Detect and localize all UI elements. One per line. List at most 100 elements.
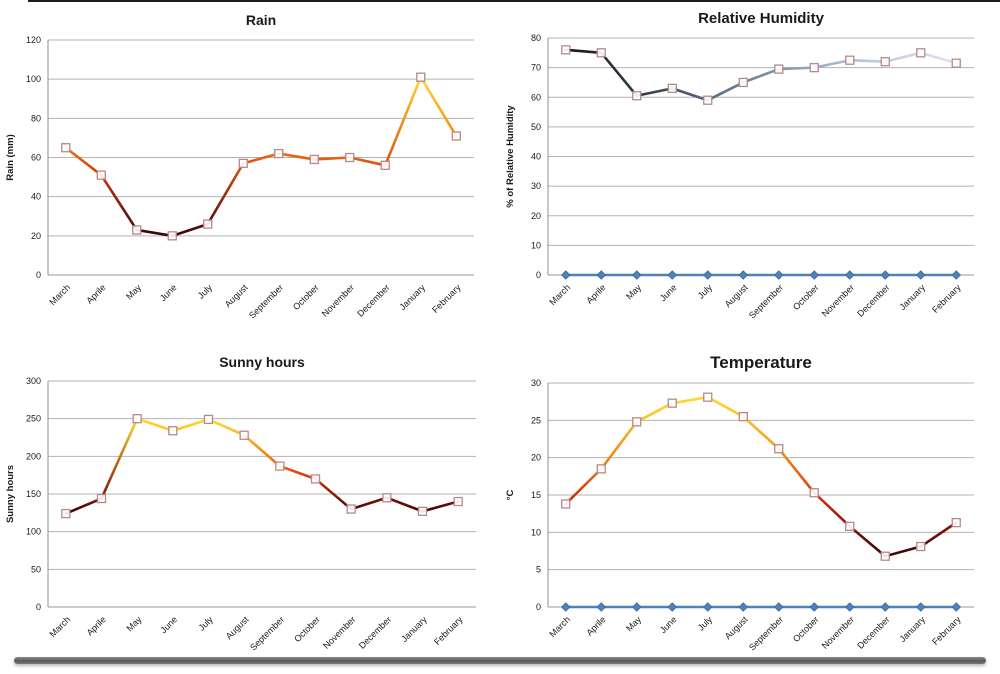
chart-temperature: Temperature 0 5 10 15 20 25 30 °C March Aprile May J… xyxy=(500,340,1000,674)
x-tick-label: October xyxy=(791,614,821,644)
x-tick-label: December xyxy=(855,282,891,318)
y-tick-label: 100 xyxy=(26,527,41,537)
zero-diamond-marker xyxy=(951,602,962,612)
data-point-marker xyxy=(667,83,677,94)
x-tick-label: January xyxy=(399,614,429,644)
sunny-hours-line-chart: Sunny hours 0 50 100 150 200 250 300 Sunny hours… xyxy=(5,354,476,653)
y-tick-label: 10 xyxy=(531,527,541,537)
y-tick-label: 70 xyxy=(531,63,541,73)
zero-diamond-marker xyxy=(738,602,749,612)
x-tick-label: May xyxy=(624,614,643,633)
data-point-marker xyxy=(561,499,571,509)
data-point-marker xyxy=(703,95,713,105)
zero-diamond-marker xyxy=(702,270,713,280)
data-point-marker xyxy=(880,57,890,67)
x-tick-label: September xyxy=(747,282,785,320)
chart-title: Temperature xyxy=(710,353,812,372)
y-tick-label: 10 xyxy=(531,240,541,250)
data-point-marker xyxy=(453,496,463,507)
chart-sunny-hours: Sunny hours 0 50 100 150 200 250 300 Sunny hours… xyxy=(0,340,500,674)
data-point-marker xyxy=(738,77,748,88)
x-tick-label: June xyxy=(158,614,179,635)
data-point-marker xyxy=(703,392,713,402)
data-point-marker xyxy=(916,48,926,58)
data-point-marker xyxy=(61,508,71,519)
chart-title: Rain xyxy=(246,12,276,28)
main-series-markers xyxy=(61,414,463,519)
zero-baseline-series xyxy=(560,602,962,612)
data-point-marker xyxy=(632,417,642,427)
x-tick-label: February xyxy=(930,282,963,315)
main-series-line xyxy=(64,75,458,238)
x-tick-label: March xyxy=(47,614,72,639)
x-tick-label: August xyxy=(723,282,750,309)
data-point-marker xyxy=(845,521,855,532)
y-tick-label: 20 xyxy=(31,231,41,241)
data-point-marker xyxy=(96,170,106,180)
top-border xyxy=(28,0,1000,2)
data-point-marker xyxy=(345,152,355,163)
y-tick-label: 300 xyxy=(26,376,41,386)
zero-diamond-marker xyxy=(631,270,642,280)
x-tick-label: January xyxy=(397,282,427,312)
y-tick-label: 50 xyxy=(531,122,541,132)
chart-relative-humidity: Relative Humidity 0 10 20 30 40 50 60 70 80 % of R… xyxy=(500,0,1000,340)
gridlines: 0 50 100 150 200 250 300 xyxy=(26,376,476,612)
data-point-marker xyxy=(667,398,677,408)
zero-diamond-marker xyxy=(880,270,891,280)
x-tick-label: January xyxy=(897,614,927,644)
y-tick-label: 20 xyxy=(531,211,541,221)
y-tick-label: 40 xyxy=(31,192,41,202)
x-tick-label: October xyxy=(291,282,321,312)
data-point-marker xyxy=(167,231,177,241)
data-point-marker xyxy=(417,506,428,516)
x-tick-label: May xyxy=(624,282,643,301)
zero-diamond-marker xyxy=(773,602,784,612)
zero-diamond-marker xyxy=(596,270,607,280)
x-tick-label: September xyxy=(248,614,286,652)
data-point-marker xyxy=(951,58,961,68)
y-axis-title: Sunny hours xyxy=(5,465,16,523)
x-tick-label: February xyxy=(432,614,465,647)
data-point-marker xyxy=(203,219,213,229)
y-tick-label: 80 xyxy=(531,33,541,43)
y-tick-label: 20 xyxy=(531,453,541,463)
x-tick-label: January xyxy=(897,282,927,312)
x-tick-label: November xyxy=(321,614,357,650)
y-tick-label: 30 xyxy=(531,378,541,388)
data-point-marker xyxy=(238,158,248,169)
x-tick-label: August xyxy=(223,282,250,309)
x-tick-label: February xyxy=(930,614,963,647)
x-tick-label: Aprile xyxy=(84,282,107,305)
main-series-markers xyxy=(561,45,961,105)
x-tick-label: June xyxy=(658,282,679,303)
y-tick-label: 60 xyxy=(531,92,541,102)
y-tick-label: 0 xyxy=(36,270,41,280)
y-axis-title: Rain (mm) xyxy=(5,134,16,180)
x-tick-label: June xyxy=(158,282,179,303)
x-tick-label: November xyxy=(820,614,856,650)
data-point-marker xyxy=(951,517,961,528)
x-tick-label: December xyxy=(355,282,391,318)
x-tick-label: July xyxy=(197,614,216,633)
data-point-marker xyxy=(61,143,71,153)
x-tick-label: March xyxy=(547,282,572,307)
chart-title: Relative Humidity xyxy=(698,10,825,27)
y-tick-label: 200 xyxy=(26,451,41,461)
gridlines: 0 20 40 60 80 100 120 xyxy=(26,35,474,280)
x-tick-label: August xyxy=(723,614,750,641)
data-point-marker xyxy=(561,45,571,55)
data-point-marker xyxy=(774,444,784,454)
zero-diamond-marker xyxy=(844,270,855,280)
data-point-marker xyxy=(132,414,142,424)
gridlines: 0 5 10 15 20 25 30 xyxy=(531,378,974,612)
x-tick-label: September xyxy=(247,282,285,320)
data-point-marker xyxy=(880,551,890,561)
y-tick-label: 40 xyxy=(531,152,541,162)
zero-diamond-marker xyxy=(667,602,678,612)
x-tick-label: July xyxy=(696,614,715,633)
y-tick-label: 80 xyxy=(31,113,41,123)
zero-baseline-series xyxy=(560,270,962,280)
